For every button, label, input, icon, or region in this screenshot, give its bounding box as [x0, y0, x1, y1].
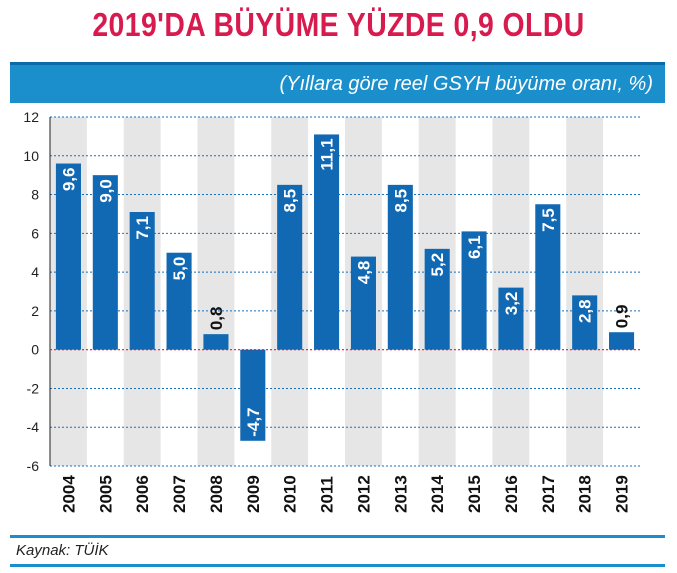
value-label: 8,5	[281, 189, 300, 213]
x-tick-label: 2015	[465, 475, 484, 513]
source-note: Kaynak: TÜİK	[16, 542, 109, 559]
bar-2015	[461, 231, 487, 350]
y-tick-label: 10	[23, 148, 39, 164]
bar-2014	[424, 248, 450, 350]
x-tick-label: 2009	[244, 475, 263, 513]
value-label: 11,1	[318, 138, 337, 170]
x-tick-label: 2012	[354, 475, 373, 513]
background-stripe	[197, 117, 235, 466]
value-label: 5,2	[428, 253, 447, 277]
chart-subtitle: (Yıllara göre reel GSYH büyüme oranı, %)	[279, 73, 654, 95]
y-tick-label: 2	[31, 303, 39, 319]
subtitle-banner: (Yıllara göre reel GSYH büyüme oranı, %)	[10, 62, 665, 103]
value-label: 2,8	[576, 299, 595, 323]
x-tick-label: 2018	[576, 475, 595, 513]
bar-2018	[572, 295, 598, 350]
value-label: 6,1	[465, 235, 484, 259]
x-tick-label: 2017	[539, 475, 558, 513]
y-tick-label: -2	[27, 380, 40, 396]
x-tick-label: 2013	[391, 475, 410, 513]
x-tick-label: 2016	[502, 475, 521, 513]
y-tick-label: 6	[31, 225, 39, 241]
value-label: 9,0	[96, 179, 115, 203]
bar-2006	[129, 212, 155, 350]
value-label: 4,8	[354, 261, 373, 285]
bar-2005	[92, 175, 118, 350]
x-tick-label: 2005	[96, 475, 115, 513]
y-tick-label: 0	[31, 342, 39, 358]
y-tick-label: 8	[31, 187, 39, 203]
bar-2011	[314, 134, 340, 350]
bar-2019	[609, 332, 635, 350]
x-tick-label: 2004	[59, 475, 78, 513]
source-divider-top	[10, 535, 665, 538]
bar-2017	[535, 204, 561, 350]
x-tick-label: 2019	[613, 475, 632, 513]
value-label: 5,0	[170, 257, 189, 281]
y-tick-label: -4	[27, 419, 40, 435]
value-label: -4,7	[244, 407, 263, 436]
x-tick-label: 2014	[428, 475, 447, 513]
y-tick-label: 4	[31, 264, 39, 280]
bar-2007	[166, 252, 192, 350]
chart-title: 2019'DA BÜYÜME YÜZDE 0,9 OLDU	[92, 6, 585, 43]
bar-2008	[203, 334, 229, 350]
x-tick-label: 2007	[170, 475, 189, 513]
x-tick-label: 2006	[133, 475, 152, 513]
bar-2016	[498, 287, 524, 350]
bar-2013	[387, 184, 413, 350]
background-stripe	[566, 117, 604, 466]
x-tick-label: 2011	[318, 476, 337, 513]
value-label: 7,1	[133, 216, 152, 240]
bar-2009	[240, 349, 266, 441]
bar-2010	[277, 184, 303, 350]
bar-2012	[350, 256, 376, 350]
source-divider-bottom	[10, 564, 665, 567]
value-label: 9,6	[59, 168, 78, 192]
x-tick-label: 2008	[207, 475, 226, 513]
value-label: 0,9	[613, 305, 632, 329]
value-label: 3,2	[502, 292, 521, 316]
y-tick-label: -6	[27, 458, 40, 474]
bar-chart: 12 10 8 6 4 2 0 -2 -4 -6 9,6 2004 9,0 2005 7,1 2006 5,0 2…	[23, 109, 640, 513]
y-tick-label: 12	[23, 109, 39, 125]
x-tick-label: 2010	[281, 475, 300, 513]
bar-2004	[55, 163, 81, 350]
value-label: 7,5	[539, 208, 558, 232]
value-label: 0,8	[207, 307, 226, 331]
value-label: 8,5	[391, 189, 410, 213]
